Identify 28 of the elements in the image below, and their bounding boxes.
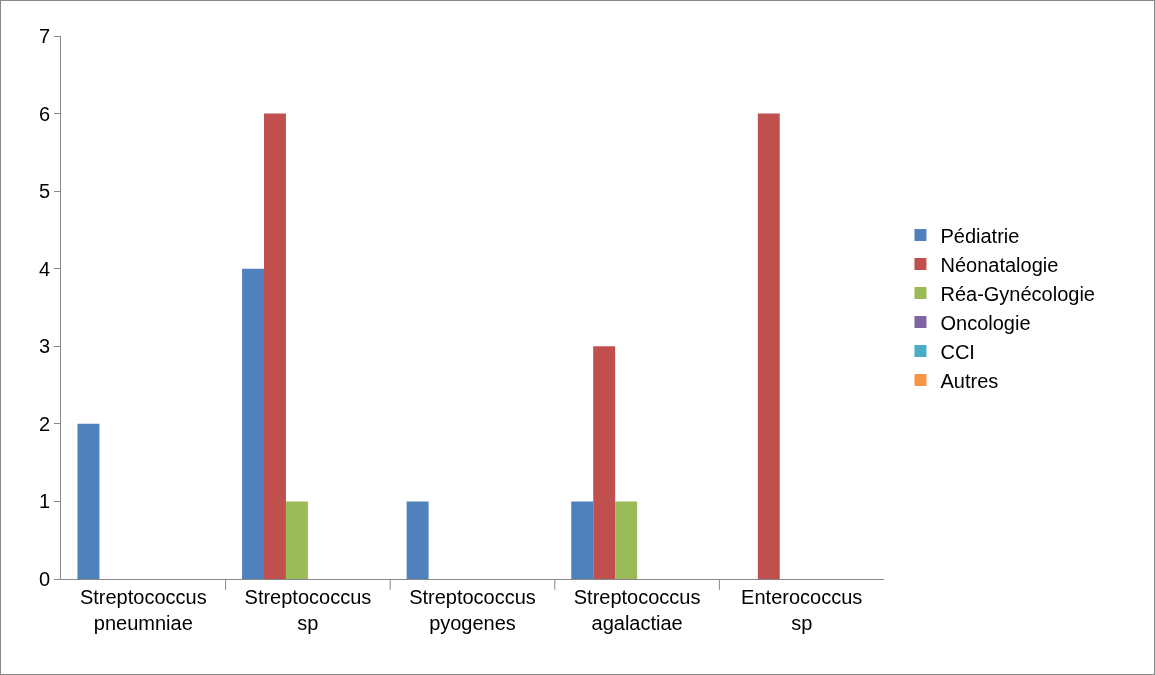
y-tick-label: 5 xyxy=(38,180,50,203)
bar xyxy=(593,346,616,579)
legend-label: Oncologie xyxy=(940,311,1031,334)
bar xyxy=(77,423,100,579)
bar xyxy=(285,501,308,579)
legend-label: Autres xyxy=(940,369,999,392)
x-tick-label: Streptococcus agalactiae xyxy=(573,586,701,634)
legend-label: CCI xyxy=(940,340,975,363)
legend-label: Pédiatrie xyxy=(940,224,1020,247)
bar xyxy=(264,113,286,579)
legend-label: Néonatalogie xyxy=(940,253,1059,276)
bar xyxy=(571,501,594,579)
x-tick-label: Streptococcus sp xyxy=(244,586,372,634)
bar xyxy=(757,113,780,579)
bar xyxy=(242,268,265,579)
legend-label: Réa-Gynécologie xyxy=(940,282,1095,305)
y-tick-label: 4 xyxy=(38,257,50,280)
y-tick-label: 2 xyxy=(38,412,50,435)
bar xyxy=(406,501,429,579)
y-tick-label: 6 xyxy=(38,102,50,125)
bar xyxy=(615,501,638,579)
y-tick-label: 0 xyxy=(38,568,50,590)
y-tick-label: 3 xyxy=(38,335,50,358)
x-tick-label: Streptococcus pyogenes xyxy=(409,586,536,634)
x-tick-label: Streptococcus pneumniae xyxy=(79,586,207,634)
y-tick-label: 1 xyxy=(38,490,50,513)
y-tick-label: 7 xyxy=(38,25,50,47)
x-tick-label: Enterococcus sp xyxy=(741,586,863,634)
